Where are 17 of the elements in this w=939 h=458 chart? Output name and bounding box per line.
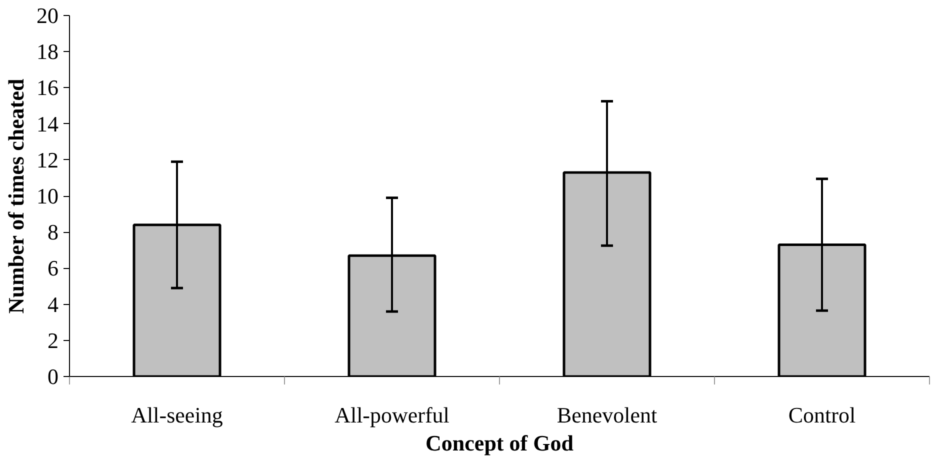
y-tick-label: 8 [48,220,58,245]
x-tick-label: Control [788,402,856,428]
y-tick-label: 18 [36,39,58,64]
x-tick-label: All-powerful [334,402,450,428]
y-axis-title: Number of times cheated [4,78,28,314]
y-tick-label: 0 [48,364,58,389]
x-tick-label: All-seeing [131,402,223,428]
y-tick-label: 16 [36,75,58,100]
y-tick-label: 6 [48,256,58,281]
y-tick-label: 20 [36,3,58,28]
y-tick-label: 2 [48,328,58,353]
y-tick-label: 10 [36,184,58,208]
y-tick-label: 4 [48,292,58,317]
y-tick-label: 12 [36,147,58,172]
x-tick-label: Benevolent [556,402,658,428]
y-tick-label: 14 [36,111,58,136]
x-axis-title: Concept of God [426,430,574,456]
